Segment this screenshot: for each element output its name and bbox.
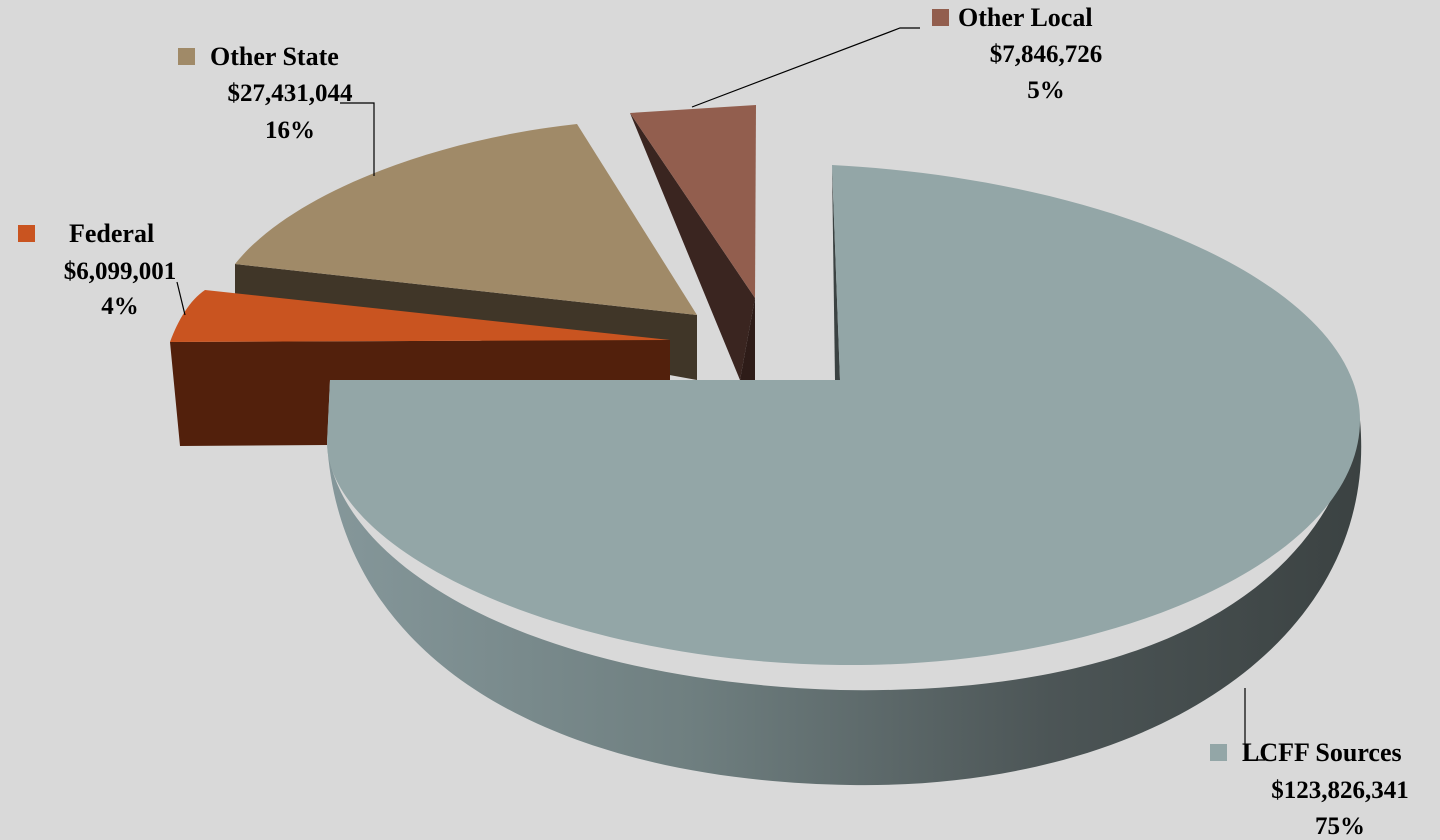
label-other-state-name: Other State — [210, 42, 339, 71]
label-federal-name: Federal — [69, 219, 154, 248]
label-federal: Federal $6,099,001 4% — [18, 219, 176, 320]
label-other-local-amount: $7,846,726 — [990, 41, 1103, 68]
label-other-local-percent: 5% — [1027, 77, 1065, 104]
label-lcff-sources: LCFF Sources $123,826,341 75% — [1210, 738, 1409, 840]
slice-federal-top — [170, 290, 670, 342]
slice-other-local-top — [630, 105, 756, 298]
leader-line-federal — [176, 281, 186, 316]
label-federal-amount: $6,099,001 — [64, 258, 177, 285]
slice-other-local-side — [630, 113, 755, 380]
legend-swatch-lcff-sources — [1210, 744, 1227, 761]
legend-swatch-other-state — [178, 48, 195, 65]
slice-lcff-sources — [327, 165, 1362, 786]
legend-swatch-federal — [18, 225, 35, 242]
label-federal-percent: 4% — [101, 293, 139, 320]
slice-other-local — [630, 105, 756, 380]
leader-line-lcff-sources — [1244, 688, 1265, 761]
label-lcff-sources-name: LCFF Sources — [1242, 738, 1402, 767]
label-lcff-sources-percent: 75% — [1315, 813, 1365, 840]
slice-lcff-sources-side — [327, 420, 1362, 786]
slice-federal — [170, 290, 670, 446]
label-lcff-sources-amount: $123,826,341 — [1271, 777, 1409, 804]
label-other-local-name: Other Local — [958, 3, 1093, 32]
label-other-state-percent: 16% — [265, 117, 315, 144]
slice-other-local-edge — [740, 298, 755, 380]
slice-federal-side — [170, 340, 670, 446]
leader-line-other-state — [340, 102, 375, 176]
slice-lcff-sources-top — [327, 165, 1360, 666]
label-other-state: Other State $27,431,044 16% — [178, 42, 353, 144]
label-other-local: Other Local $7,846,726 5% — [932, 3, 1102, 104]
leader-line-other-local — [691, 27, 920, 108]
label-other-state-amount: $27,431,044 — [228, 80, 354, 107]
slice-other-state-top — [235, 124, 697, 315]
legend-swatch-other-local — [932, 9, 949, 26]
leader-lines — [176, 27, 1265, 761]
